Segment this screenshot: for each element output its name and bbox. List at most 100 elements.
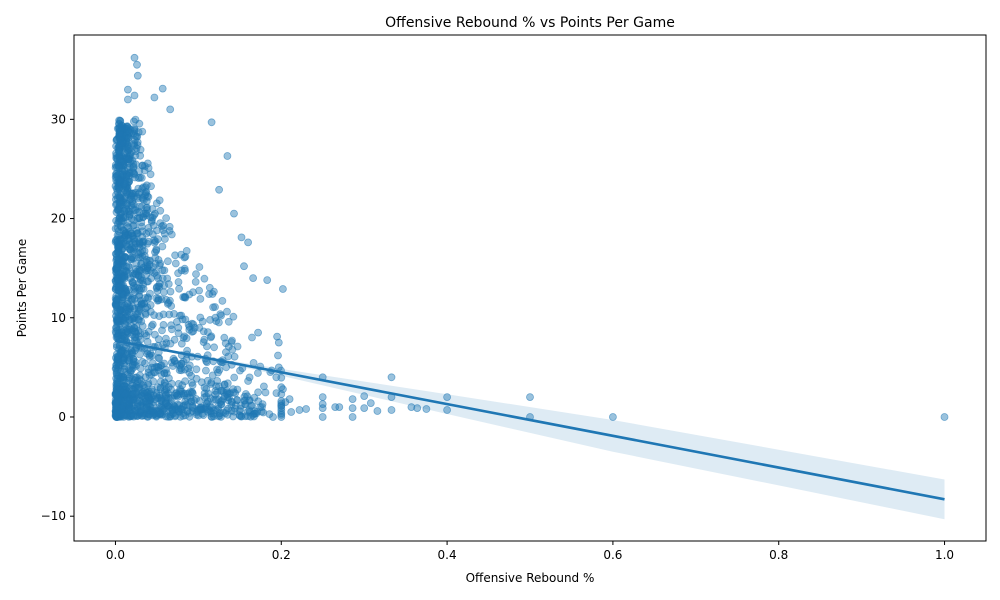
data-point bbox=[174, 269, 183, 278]
data-point bbox=[134, 271, 143, 280]
data-point bbox=[131, 333, 140, 342]
data-point bbox=[163, 257, 172, 266]
data-point bbox=[129, 357, 138, 366]
data-point bbox=[413, 404, 422, 413]
data-point bbox=[124, 134, 133, 143]
data-point bbox=[274, 351, 282, 360]
data-point bbox=[206, 333, 215, 342]
data-point bbox=[138, 237, 147, 246]
data-point bbox=[940, 413, 949, 421]
data-point bbox=[133, 71, 142, 80]
data-point bbox=[152, 294, 161, 303]
data-point bbox=[224, 317, 233, 326]
y-tick-label: 10 bbox=[51, 311, 66, 325]
data-point bbox=[174, 278, 183, 286]
data-point bbox=[145, 228, 153, 236]
data-point bbox=[143, 337, 152, 346]
data-point bbox=[113, 352, 122, 361]
data-point bbox=[161, 412, 170, 421]
data-point bbox=[133, 214, 142, 223]
data-point bbox=[144, 294, 153, 303]
data-point bbox=[130, 91, 139, 100]
data-point bbox=[236, 401, 245, 410]
data-point bbox=[119, 343, 128, 351]
data-point bbox=[241, 390, 250, 398]
data-point bbox=[196, 404, 204, 413]
data-point bbox=[128, 278, 137, 287]
data-point bbox=[196, 294, 205, 303]
data-point bbox=[156, 219, 165, 228]
data-point bbox=[159, 310, 168, 319]
data-point bbox=[278, 385, 287, 394]
regression-line bbox=[115, 339, 945, 501]
data-point bbox=[278, 285, 287, 293]
data-point bbox=[138, 357, 147, 366]
data-point bbox=[173, 400, 182, 409]
data-point bbox=[120, 207, 129, 215]
data-point bbox=[157, 394, 166, 403]
data-point bbox=[158, 84, 167, 93]
x-axis-ticks: 0.0 0.2 0.4 0.6 0.8 1.0 bbox=[106, 541, 954, 562]
data-point bbox=[189, 327, 198, 336]
data-point bbox=[160, 266, 169, 275]
data-point bbox=[112, 343, 121, 352]
data-point bbox=[360, 404, 369, 413]
data-point bbox=[259, 382, 268, 391]
data-point bbox=[124, 85, 132, 94]
data-point bbox=[237, 412, 246, 421]
data-point bbox=[118, 122, 127, 130]
data-point bbox=[131, 406, 140, 415]
data-point bbox=[154, 363, 163, 372]
data-point bbox=[215, 185, 224, 194]
confidence-band-layer bbox=[115, 339, 945, 520]
data-point bbox=[261, 388, 270, 397]
data-point bbox=[122, 328, 131, 337]
data-point bbox=[166, 105, 175, 114]
data-point bbox=[206, 394, 215, 403]
data-point bbox=[159, 288, 168, 297]
x-tick-label: 0.2 bbox=[272, 548, 291, 562]
data-point bbox=[141, 183, 150, 192]
data-point bbox=[128, 253, 137, 262]
data-point bbox=[176, 412, 185, 421]
data-point bbox=[111, 398, 120, 407]
data-point bbox=[132, 144, 141, 153]
data-point bbox=[151, 260, 160, 268]
data-point bbox=[112, 368, 121, 377]
data-point bbox=[200, 335, 209, 344]
data-point bbox=[132, 323, 141, 332]
data-point bbox=[168, 406, 177, 415]
data-point bbox=[202, 342, 211, 351]
data-point bbox=[139, 209, 148, 218]
data-point bbox=[131, 131, 140, 140]
data-point bbox=[134, 229, 142, 238]
data-point bbox=[118, 170, 127, 179]
data-point bbox=[170, 335, 179, 344]
data-point bbox=[243, 407, 252, 416]
data-point bbox=[253, 369, 262, 377]
data-point bbox=[181, 377, 190, 386]
data-point bbox=[144, 223, 153, 232]
data-point bbox=[407, 403, 416, 412]
data-point bbox=[230, 373, 239, 382]
data-point bbox=[162, 365, 170, 374]
data-point bbox=[113, 260, 121, 269]
data-point bbox=[237, 233, 246, 242]
data-point bbox=[151, 237, 160, 246]
data-point bbox=[113, 320, 122, 329]
data-point bbox=[139, 263, 148, 272]
data-point bbox=[191, 277, 200, 286]
data-point bbox=[113, 231, 122, 240]
data-point bbox=[167, 325, 176, 334]
data-point bbox=[122, 188, 131, 197]
data-point bbox=[126, 156, 135, 165]
data-point bbox=[208, 290, 217, 298]
data-point bbox=[162, 339, 171, 348]
data-point bbox=[195, 286, 204, 295]
data-point bbox=[135, 315, 143, 324]
data-point bbox=[175, 284, 184, 293]
data-point bbox=[145, 371, 154, 380]
data-point bbox=[142, 331, 151, 340]
data-point bbox=[118, 290, 127, 298]
plot-frame bbox=[73, 34, 987, 542]
